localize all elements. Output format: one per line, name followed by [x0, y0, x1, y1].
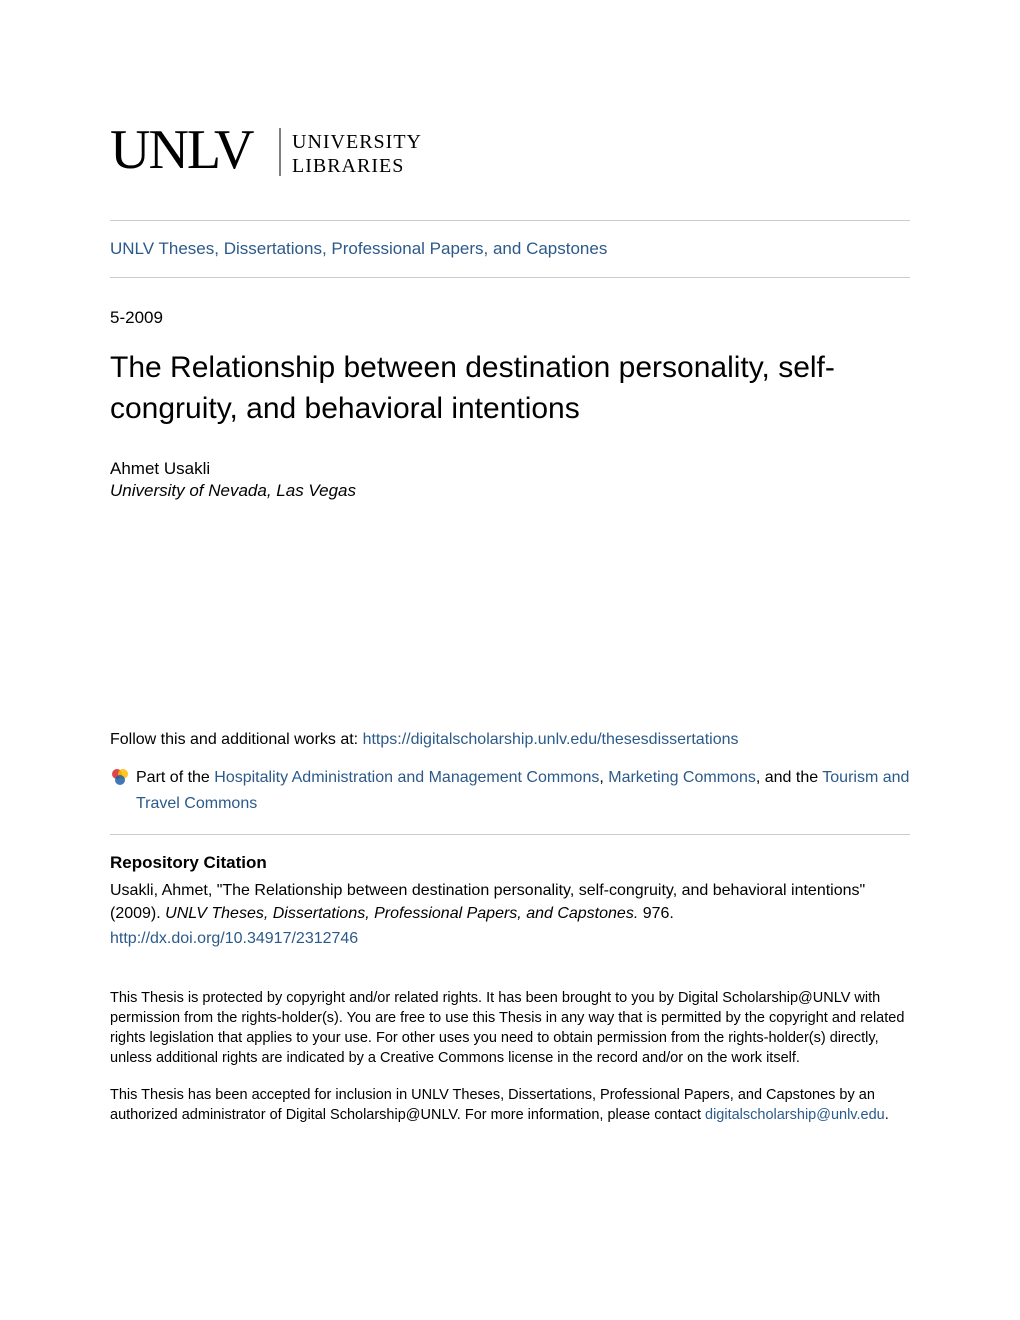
- author-affiliation: University of Nevada, Las Vegas: [110, 481, 910, 731]
- unlv-libraries-logo: UNLV UNIVERSITY LIBRARIES: [110, 120, 530, 185]
- collection-link[interactable]: UNLV Theses, Dissertations, Professional…: [110, 221, 910, 277]
- paper-title: The Relationship between destination per…: [110, 348, 910, 459]
- rights-p2-part2: .: [885, 1107, 889, 1123]
- network-icon: [110, 767, 130, 787]
- part-of-prefix: Part of the: [136, 769, 214, 786]
- svg-text:UNLV: UNLV: [110, 120, 254, 181]
- citation-text: Usakli, Ahmet, "The Relationship between…: [110, 879, 910, 929]
- follow-works-link[interactable]: https://digitalscholarship.unlv.edu/thes…: [363, 731, 739, 748]
- svg-text:UNIVERSITY: UNIVERSITY: [292, 131, 422, 153]
- citation-part2: 976.: [638, 905, 674, 922]
- rights-paragraph-2: This Thesis has been accepted for inclus…: [110, 1085, 910, 1142]
- follow-works-line: Follow this and additional works at: htt…: [110, 731, 910, 765]
- commons-link-1[interactable]: Hospitality Administration and Managemen…: [214, 769, 599, 786]
- separator-1: ,: [599, 769, 608, 786]
- commons-link-2[interactable]: Marketing Commons: [608, 769, 756, 786]
- rights-paragraph-1: This Thesis is protected by copyright an…: [110, 988, 910, 1085]
- logo-container: UNLV UNIVERSITY LIBRARIES: [110, 120, 910, 190]
- svg-text:LIBRARIES: LIBRARIES: [292, 155, 404, 177]
- separator-2: , and the: [756, 769, 822, 786]
- follow-prefix: Follow this and additional works at:: [110, 731, 363, 748]
- part-of-line: Part of the Hospitality Administration a…: [110, 765, 910, 834]
- doi-link[interactable]: http://dx.doi.org/10.34917/2312746: [110, 930, 358, 988]
- citation-italic: UNLV Theses, Dissertations, Professional…: [165, 905, 638, 922]
- contact-email-link[interactable]: digitalscholarship@unlv.edu: [705, 1107, 885, 1123]
- publication-date: 5-2009: [110, 278, 910, 348]
- citation-heading: Repository Citation: [110, 835, 910, 879]
- author-name: Ahmet Usakli: [110, 459, 910, 481]
